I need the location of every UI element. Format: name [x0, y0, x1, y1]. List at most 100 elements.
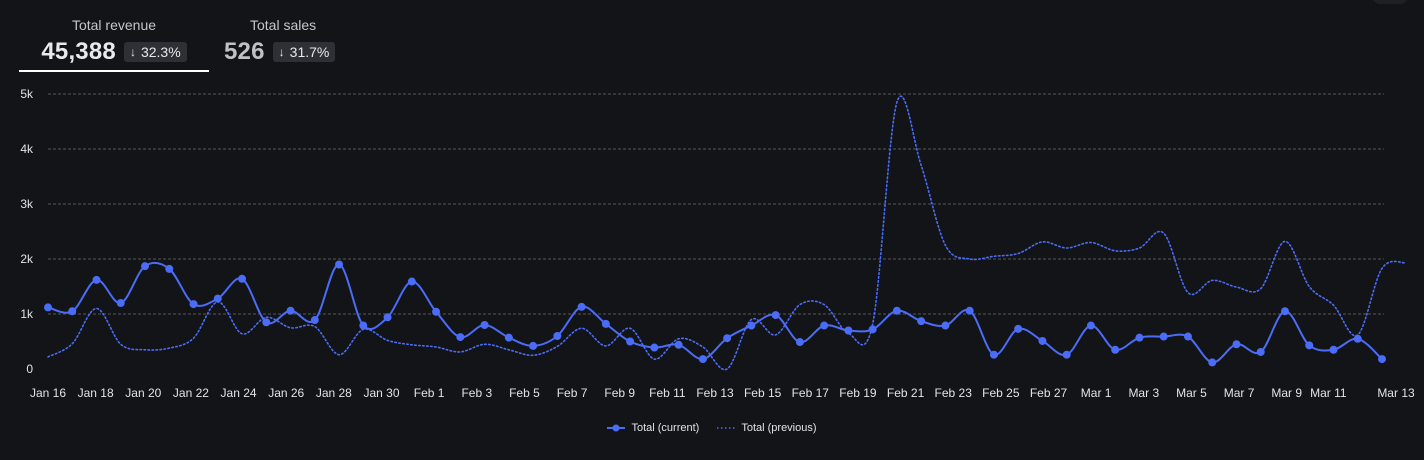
kpi-tabs: Total revenue 45,388 ↓ 32.3% Total sales… [0, 0, 600, 74]
data-point-current-49[interactable] [1232, 340, 1241, 349]
data-point-current-48[interactable] [1208, 358, 1217, 367]
data-point-current-50[interactable] [1256, 347, 1265, 356]
data-point-current-11[interactable] [310, 316, 319, 325]
data-point-current-4[interactable] [141, 262, 150, 271]
x-tick-label: Feb 15 [744, 386, 782, 400]
y-tick-label: 5k [20, 87, 34, 101]
data-point-current-29[interactable] [747, 321, 756, 330]
x-tick-label: Feb 11 [649, 386, 686, 400]
data-point-current-9[interactable] [262, 318, 271, 327]
data-point-current-26[interactable] [674, 340, 683, 349]
data-point-current-12[interactable] [335, 260, 344, 269]
data-point-current-54[interactable] [1353, 334, 1362, 343]
y-tick-label: 3k [20, 197, 34, 211]
data-point-current-3[interactable] [116, 299, 125, 307]
kpi-revenue-change-badge: ↓ 32.3% [123, 42, 187, 62]
data-point-current-37[interactable] [941, 321, 950, 330]
x-tick-label: Mar 1 [1081, 386, 1112, 400]
x-tick-label: Jan 16 [30, 386, 66, 400]
x-tick-label: Jan 30 [363, 386, 399, 400]
legend-swatch-current [607, 424, 626, 432]
data-point-current-22[interactable] [577, 302, 586, 311]
data-point-current-10[interactable] [286, 306, 295, 315]
x-tick-label: Feb 23 [935, 386, 973, 400]
data-point-current-21[interactable] [553, 332, 562, 340]
data-point-current-33[interactable] [844, 326, 853, 335]
kpi-total-revenue-tab[interactable]: Total revenue 45,388 ↓ 32.3% [19, 0, 209, 72]
data-point-current-23[interactable] [601, 319, 610, 328]
series-line-current [47, 261, 1383, 364]
y-axis: 0 1k 2k 3k 4k 5k [20, 87, 34, 376]
data-point-current-28[interactable] [723, 334, 732, 343]
data-point-current-52[interactable] [1305, 341, 1314, 350]
data-point-current-30[interactable] [771, 311, 780, 320]
data-point-current-38[interactable] [965, 306, 974, 315]
kpi-sales-value: 526 [224, 38, 265, 65]
data-point-current-44[interactable] [1111, 345, 1120, 354]
x-tick-label: Mar 7 [1224, 386, 1255, 400]
x-tick-label: Mar 9 [1271, 386, 1302, 400]
data-point-current-1[interactable] [68, 307, 77, 316]
data-point-current-36[interactable] [917, 317, 926, 326]
data-point-current-55[interactable] [1378, 355, 1386, 364]
data-point-current-16[interactable] [432, 307, 441, 316]
data-point-current-40[interactable] [1014, 324, 1023, 333]
data-point-current-31[interactable] [795, 338, 804, 347]
x-tick-label: Feb 7 [557, 386, 588, 400]
data-point-current-51[interactable] [1280, 307, 1289, 316]
data-point-current-7[interactable] [213, 294, 222, 303]
data-point-current-14[interactable] [383, 313, 392, 322]
data-point-current-39[interactable] [989, 350, 998, 359]
x-tick-label: Jan 28 [316, 386, 352, 400]
x-tick-label: Mar 11 [1310, 386, 1347, 400]
data-point-current-18[interactable] [480, 321, 489, 329]
kpi-total-sales-tab[interactable]: Total sales 526 ↓ 31.7% [224, 0, 354, 72]
y-tick-label: 0 [26, 362, 33, 376]
data-point-current-8[interactable] [238, 274, 247, 283]
data-point-current-47[interactable] [1183, 332, 1192, 341]
x-tick-label: Feb 1 [414, 386, 445, 400]
data-point-current-2[interactable] [92, 275, 101, 284]
y-tick-label: 1k [20, 307, 34, 321]
x-tick-label: Feb 9 [604, 386, 635, 400]
data-point-current-13[interactable] [359, 321, 368, 330]
data-point-current-43[interactable] [1086, 321, 1095, 330]
kpi-revenue-value: 45,388 [41, 38, 116, 65]
data-point-current-34[interactable] [868, 325, 877, 334]
x-tick-label: Feb 3 [461, 386, 492, 400]
data-point-current-24[interactable] [626, 337, 635, 346]
legend-item-previous[interactable]: Total (previous) [717, 422, 817, 434]
data-point-current-6[interactable] [189, 300, 198, 309]
data-point-current-15[interactable] [407, 277, 416, 286]
corner-menu-button[interactable] [1372, 0, 1408, 4]
data-point-current-53[interactable] [1329, 345, 1338, 354]
data-point-current-19[interactable] [504, 333, 513, 342]
series-line-previous [47, 95, 1408, 371]
x-tick-label: Mar 3 [1128, 386, 1159, 400]
x-tick-label: Jan 20 [125, 386, 161, 400]
data-point-current-35[interactable] [892, 306, 901, 315]
data-point-current-20[interactable] [529, 341, 538, 350]
data-point-current-42[interactable] [1062, 350, 1071, 359]
kpi-revenue-change: 32.3% [140, 44, 181, 60]
data-point-current-46[interactable] [1159, 332, 1168, 341]
x-tick-label: Jan 26 [268, 386, 304, 400]
data-point-current-5[interactable] [165, 264, 174, 273]
data-point-current-17[interactable] [456, 333, 465, 342]
data-point-current-25[interactable] [650, 343, 659, 352]
data-point-current-45[interactable] [1135, 333, 1144, 342]
data-point-current-32[interactable] [820, 321, 829, 330]
kpi-revenue-label: Total revenue [71, 17, 157, 33]
series-layer [44, 95, 1408, 371]
legend-item-current[interactable]: Total (current) [607, 422, 699, 434]
x-tick-label: Feb 5 [509, 386, 540, 400]
data-point-current-27[interactable] [698, 355, 707, 364]
legend-swatch-previous [717, 427, 736, 429]
data-point-current-0[interactable] [44, 303, 52, 312]
x-tick-label: Feb 17 [792, 386, 830, 400]
data-point-current-41[interactable] [1038, 336, 1047, 345]
kpi-sales-change-badge: ↓ 31.7% [272, 42, 336, 62]
legend-label-previous: Total (previous) [741, 422, 817, 434]
x-tick-label: Feb 25 [982, 386, 1020, 400]
